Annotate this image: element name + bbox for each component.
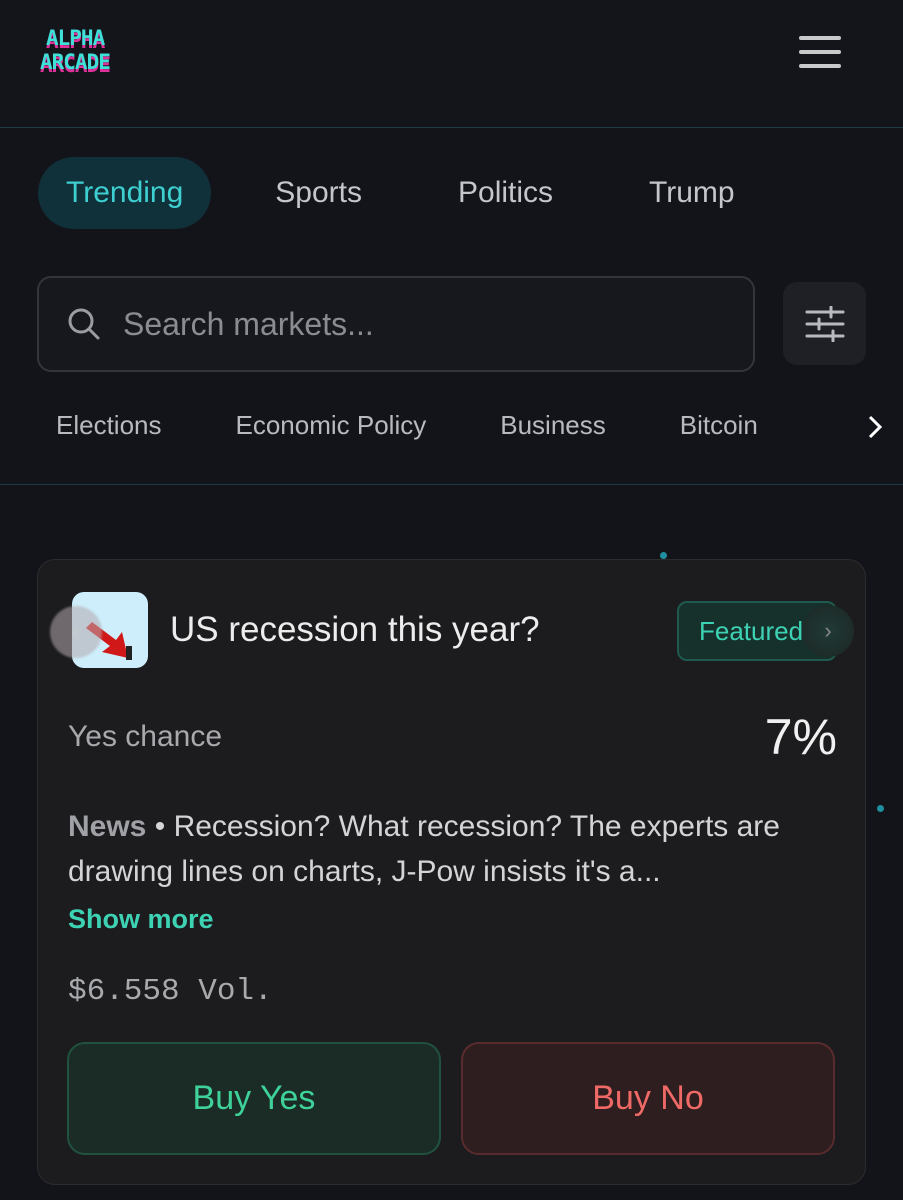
carousel-next-button[interactable]: › (802, 605, 854, 657)
news-text: Recession? What recession? The experts a… (68, 810, 780, 888)
sliders-icon (805, 305, 844, 342)
top-tabs: Trending Sports Politics Trump (38, 157, 763, 229)
buy-no-button[interactable]: Buy No (461, 1042, 835, 1155)
buy-yes-button[interactable]: Buy Yes (67, 1042, 441, 1155)
tab-trending[interactable]: Trending (38, 157, 212, 229)
volume: $6.558 Vol. (68, 974, 273, 1009)
divider (0, 484, 903, 485)
search-input[interactable] (123, 305, 683, 343)
market-title[interactable]: US recession this year? (170, 610, 540, 649)
category-business[interactable]: Business (500, 410, 606, 440)
tab-sports[interactable]: Sports (275, 176, 363, 209)
market-card[interactable]: ‹ US recession this year? Featured › Yes… (37, 559, 866, 1185)
category-economic-policy[interactable]: Economic Policy (235, 410, 427, 440)
category-elections[interactable]: Elections (56, 410, 162, 440)
news-summary: News • Recession? What recession? The ex… (68, 810, 780, 888)
alpha-arcade-logo[interactable]: ALPHA ARCADE (40, 26, 111, 74)
tab-politics[interactable]: Politics (458, 176, 554, 209)
carousel-prev-button[interactable]: ‹ (50, 606, 102, 658)
yes-chance-value: 7% (764, 709, 837, 765)
filter-button[interactable] (783, 282, 866, 365)
yes-chance-label: Yes chance (68, 720, 223, 753)
search-icon (68, 308, 100, 340)
header: ALPHA ARCADE (0, 0, 903, 128)
search-box (37, 276, 755, 372)
decorative-dot (877, 805, 884, 812)
category-bar: Elections Economic Policy Business Bitco… (56, 410, 832, 441)
hamburger-icon[interactable] (799, 36, 841, 68)
tab-trump[interactable]: Trump (649, 176, 735, 209)
show-more-link[interactable]: Show more (68, 904, 214, 934)
category-bitcoin[interactable]: Bitcoin (679, 410, 758, 440)
news-label: News (68, 810, 147, 843)
decorative-dot (660, 552, 667, 559)
chevron-right-icon[interactable] (866, 414, 884, 440)
